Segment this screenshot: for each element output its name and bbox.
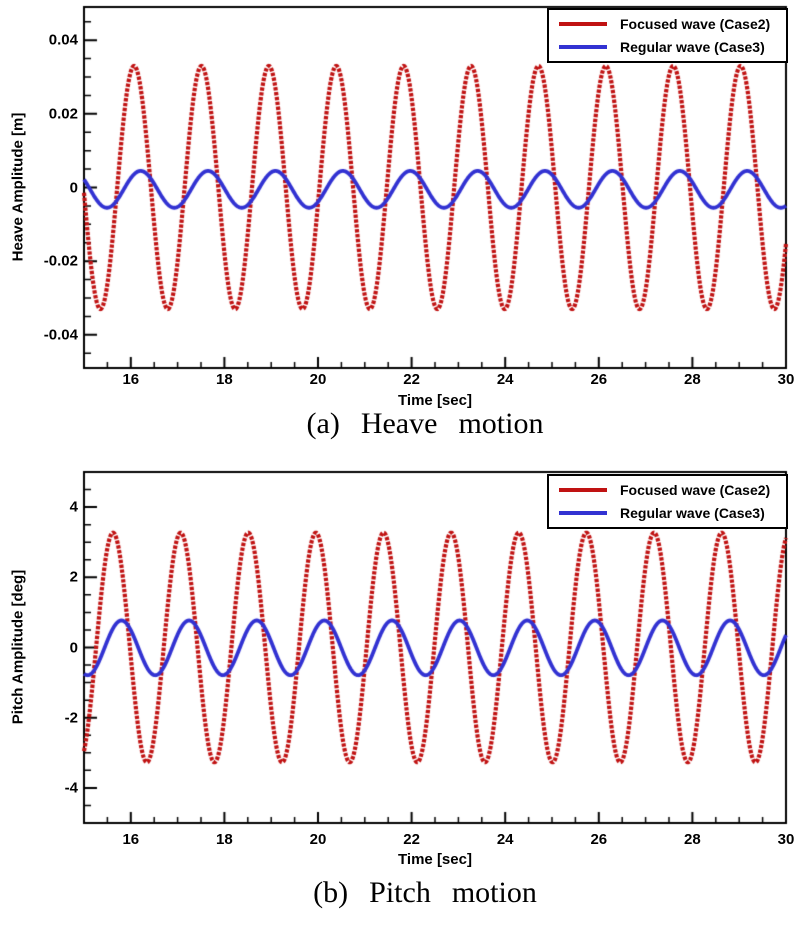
x-tick-label: 22 [403, 831, 420, 848]
y-tick-label: 0.02 [48, 105, 78, 123]
y-tick-label: -0.04 [43, 326, 78, 344]
x-tick-label: 26 [590, 831, 608, 848]
legend-item-regular-wave: Regular wave (Case3) [559, 38, 786, 56]
heave-figure: Heave Amplitude [m] Time [sec] Focused w… [0, 0, 800, 460]
focused-wave-line-swatch [559, 22, 607, 26]
pitch-caption: (b) Pitch motion [313, 876, 537, 909]
x-tick-label: 18 [216, 371, 233, 388]
x-tick-label: 30 [777, 831, 795, 848]
legend-item-focused-wave: Focused wave (Case2) [559, 481, 786, 499]
x-tick-label: 28 [684, 371, 701, 388]
pitch-y-axis-title: Pitch Amplitude [deg] [9, 569, 27, 725]
x-tick-label: 20 [309, 371, 327, 388]
focused-wave-label: Focused wave (Case2) [620, 482, 771, 498]
x-tick-label: 16 [122, 831, 140, 848]
x-tick-label: 30 [777, 371, 795, 388]
legend-item-regular-wave: Regular wave (Case3) [559, 504, 786, 522]
regular-wave-label: Regular wave (Case3) [620, 505, 765, 521]
x-tick-label: 20 [309, 831, 327, 848]
y-tick-label: 0.04 [48, 31, 78, 49]
x-tick-label: 16 [122, 371, 140, 388]
heave-plot-canvas [0, 0, 800, 460]
pitch-x-axis-title: Time [sec] [398, 851, 472, 868]
y-tick-label: -4 [64, 779, 78, 797]
y-tick-label: -0.02 [43, 252, 78, 270]
regular-wave-line-swatch [559, 511, 607, 515]
pitch-figure: Pitch Amplitude [deg] Time [sec] Focused… [0, 460, 800, 944]
x-tick-label: 18 [216, 831, 233, 848]
legend-item-focused-wave: Focused wave (Case2) [559, 15, 786, 33]
heave-y-axis-title: Heave Amplitude [m] [9, 112, 27, 262]
heave-caption: (a) Heave motion [306, 407, 544, 440]
regular-wave-label: Regular wave (Case3) [620, 39, 765, 55]
x-tick-label: 24 [496, 831, 514, 848]
pitch-legend: Focused wave (Case2) Regular wave (Case3… [547, 474, 788, 529]
y-tick-label: 0 [69, 179, 78, 196]
y-tick-label: 4 [69, 498, 78, 516]
heave-x-axis-title: Time [sec] [398, 392, 472, 409]
heave-legend: Focused wave (Case2) Regular wave (Case3… [547, 8, 788, 63]
x-tick-label: 26 [590, 371, 608, 388]
pitch-plot-canvas [0, 460, 800, 944]
y-tick-label: -2 [64, 709, 78, 727]
focused-wave-line-swatch [559, 488, 607, 492]
regular-wave-line-swatch [559, 45, 607, 49]
x-tick-label: 24 [496, 371, 514, 388]
y-tick-label: 0 [69, 639, 78, 656]
y-tick-label: 2 [69, 568, 78, 586]
x-tick-label: 28 [684, 831, 701, 848]
x-tick-label: 22 [403, 371, 420, 388]
focused-wave-label: Focused wave (Case2) [620, 16, 771, 32]
